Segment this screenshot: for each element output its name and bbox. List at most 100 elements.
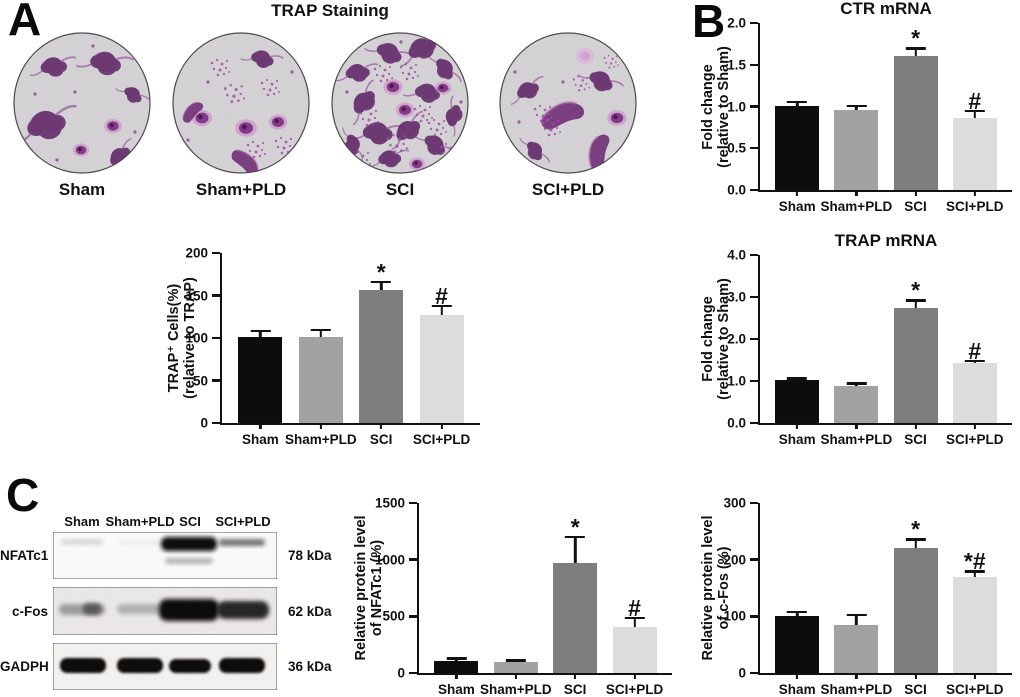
significance-marker: * bbox=[911, 25, 921, 52]
bar-group: * SCI bbox=[893, 255, 938, 447]
error-bar: * bbox=[377, 261, 386, 290]
x-tick-label: Sham+PLD bbox=[284, 432, 357, 447]
blot-lane-label-sci-pld: SCI+PLD bbox=[215, 514, 271, 529]
x-tick-label: Sham bbox=[778, 199, 816, 214]
y-axis-label: Relative protein level of c-Fos (%) bbox=[699, 515, 732, 661]
bar bbox=[834, 386, 879, 423]
blot-weight-label-78kda: 78 kDa bbox=[288, 548, 332, 563]
bar-group: *# SCI+PLD bbox=[946, 503, 1003, 697]
panel-a-label: A bbox=[8, 0, 42, 45]
bar bbox=[834, 625, 879, 673]
trap-staining-title: TRAP Staining bbox=[271, 1, 389, 20]
bar bbox=[775, 615, 820, 673]
bar-group: Sham bbox=[775, 23, 820, 214]
micrograph-label-sci: SCI bbox=[385, 180, 415, 199]
bar-group: * SCI bbox=[893, 23, 938, 214]
error-bar: # bbox=[968, 340, 981, 363]
bar-group: Sham bbox=[775, 255, 820, 447]
blot-cfos bbox=[53, 587, 277, 635]
error-bar: * bbox=[911, 518, 920, 549]
bar-group: Sham+PLD bbox=[285, 253, 357, 447]
error-bar: * bbox=[911, 279, 920, 309]
error-bar bbox=[319, 328, 322, 338]
blot-protein-label-gadph: GADPH bbox=[0, 659, 49, 674]
bar-group: Sham+PLD bbox=[821, 23, 892, 214]
blot-protein-label-cfos: c-Fos bbox=[11, 604, 48, 619]
bar bbox=[893, 308, 938, 423]
error-bar bbox=[455, 657, 458, 661]
y-tick: 100 bbox=[185, 331, 220, 346]
error-bar bbox=[855, 382, 858, 387]
bar bbox=[238, 337, 283, 423]
error-bar bbox=[514, 659, 517, 663]
error-bar: *# bbox=[964, 550, 986, 577]
significance-marker: # bbox=[435, 282, 448, 309]
x-tick-label: Sham+PLD bbox=[479, 682, 552, 697]
y-tick: 4.0 bbox=[727, 248, 758, 263]
x-tick-label: SCI bbox=[563, 682, 587, 697]
micrograph-sham-pld bbox=[172, 32, 310, 174]
x-tick-label: SCI+PLD bbox=[946, 199, 1004, 214]
error-bar bbox=[855, 104, 858, 110]
blot-weight-label-36kda: 36 kDa bbox=[288, 659, 332, 674]
micrograph-sci-pld bbox=[499, 32, 637, 174]
bar-group: Sham bbox=[238, 253, 283, 447]
x-tick-label: SCI+PLD bbox=[946, 682, 1004, 697]
error-bar bbox=[795, 377, 799, 380]
bar bbox=[775, 105, 820, 190]
x-tick-label: Sham+PLD bbox=[820, 682, 893, 697]
y-tick: 2.0 bbox=[727, 332, 758, 347]
chart-title: CTR mRNA bbox=[840, 0, 932, 18]
chart-nfatc1: Relative protein level of NFATc1 (%) 0 50… bbox=[353, 496, 672, 697]
significance-marker: * bbox=[911, 516, 921, 543]
y-tick: 0 bbox=[738, 665, 758, 680]
x-tick-label: Sham bbox=[778, 432, 816, 447]
bar bbox=[419, 315, 464, 423]
error-bar: # bbox=[435, 284, 448, 316]
significance-marker: # bbox=[968, 338, 982, 365]
error-bar: * bbox=[911, 27, 920, 56]
panel-c-label: C bbox=[6, 469, 40, 521]
y-axis-label: Relative protein level of NFATc1 (%) bbox=[352, 515, 385, 661]
chart-ctr-mrna: CTR mRNA Fold change (relative to Sham) 0… bbox=[700, 0, 1012, 214]
error-bar bbox=[795, 100, 799, 106]
x-tick-label: SCI+PLD bbox=[412, 432, 471, 447]
micrograph-sci bbox=[331, 32, 469, 174]
significance-marker: * bbox=[570, 513, 580, 540]
y-tick: 500 bbox=[382, 609, 417, 624]
blot-gadph bbox=[53, 643, 277, 690]
bar bbox=[952, 362, 997, 423]
bar bbox=[952, 118, 997, 190]
bar-group: Sham+PLD bbox=[821, 503, 892, 697]
x-tick-label: Sham+PLD bbox=[820, 432, 893, 447]
significance-marker: # bbox=[968, 87, 982, 114]
y-tick: 2.0 bbox=[727, 16, 758, 31]
y-tick: 200 bbox=[723, 552, 758, 567]
bar-group: * SCI bbox=[359, 253, 404, 447]
y-tick: 1.5 bbox=[727, 57, 758, 72]
y-tick: 300 bbox=[723, 496, 758, 511]
bar bbox=[893, 548, 938, 673]
y-tick: 0.5 bbox=[727, 141, 758, 156]
y-tick: 0 bbox=[200, 415, 220, 430]
bar-group: Sham bbox=[775, 503, 820, 697]
significance-marker: * bbox=[376, 259, 386, 286]
y-tick: 50 bbox=[193, 373, 220, 388]
error-bar: * bbox=[571, 515, 580, 564]
bar-group: Sham+PLD bbox=[821, 255, 892, 447]
x-tick-label: SCI bbox=[904, 682, 927, 697]
chart-cfos: Relative protein level of c-Fos (%) 0 100… bbox=[700, 496, 1012, 697]
bar-group: Sham bbox=[434, 503, 479, 697]
y-tick: 150 bbox=[185, 288, 220, 303]
bar-group: # SCI+PLD bbox=[413, 253, 470, 447]
x-tick-label: SCI+PLD bbox=[946, 432, 1004, 447]
chart-title: TRAP mRNA bbox=[834, 231, 938, 250]
bar-group: * SCI bbox=[553, 503, 598, 697]
bar bbox=[893, 55, 938, 190]
micrograph-sham bbox=[13, 32, 151, 174]
x-tick-label: Sham bbox=[778, 682, 816, 697]
significance-marker: # bbox=[628, 594, 641, 621]
x-tick-label: SCI bbox=[904, 432, 927, 447]
x-tick-label: SCI bbox=[369, 432, 393, 447]
error-bar bbox=[855, 614, 858, 626]
